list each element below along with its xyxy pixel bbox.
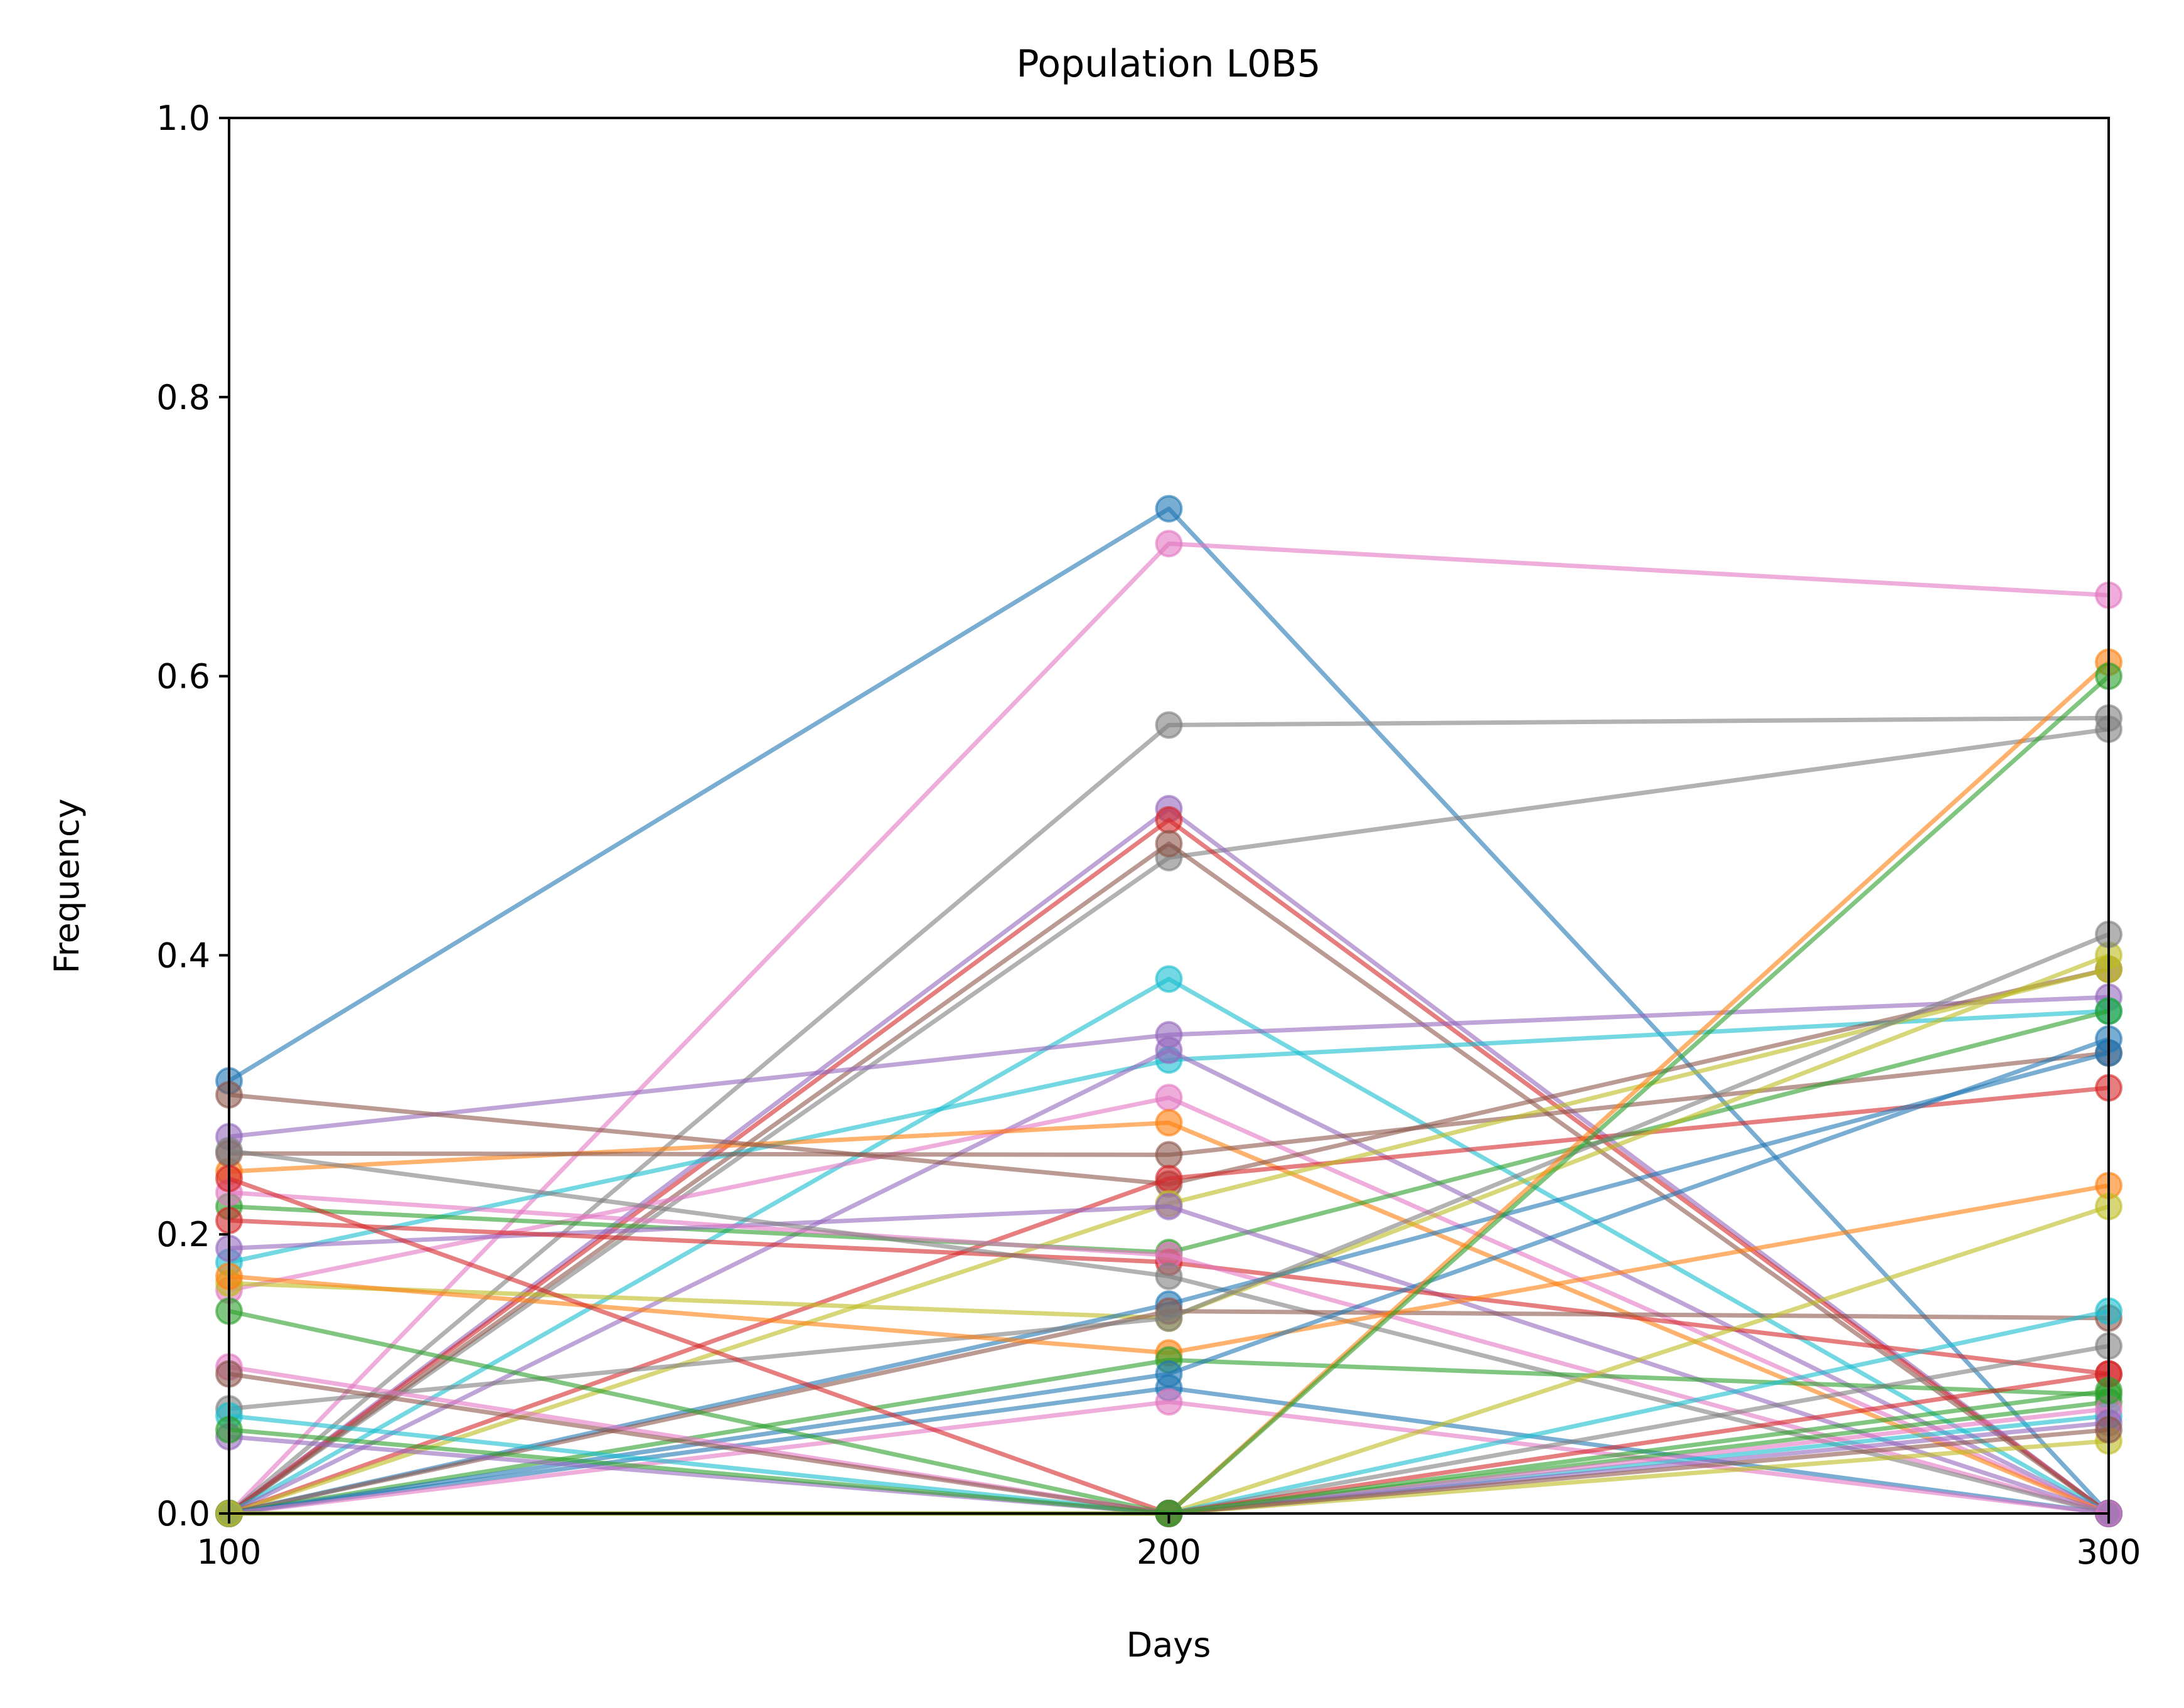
y-axis-label: Frequency	[47, 799, 87, 974]
y-tick-label: 0.8	[156, 378, 210, 417]
x-tick-label: 200	[1137, 1532, 1201, 1572]
data-point	[1155, 530, 1183, 558]
x-axis-label: Days	[1127, 1625, 1211, 1665]
y-tick-label: 0.4	[156, 936, 210, 975]
data-point	[1155, 965, 1183, 993]
y-tick-label: 0.2	[156, 1215, 210, 1254]
data-point	[1155, 1304, 1183, 1332]
x-tick-label: 100	[196, 1532, 261, 1572]
data-point	[1155, 1165, 1183, 1193]
chart-title: Population L0B5	[1016, 42, 1320, 86]
data-point	[1155, 494, 1183, 523]
data-point	[1155, 1192, 1183, 1220]
data-point	[1155, 806, 1183, 834]
y-tick-label: 0.6	[156, 657, 210, 697]
data-point	[1155, 830, 1183, 858]
data-point	[1155, 1036, 1183, 1064]
y-tick-label: 0.0	[156, 1494, 210, 1534]
axes-layer: 0.0 0.2 0.4 0.6 0.8 1.0 100 200 300	[156, 99, 2141, 1572]
data-point	[1155, 1109, 1183, 1137]
data-point	[1155, 1388, 1183, 1416]
data-point	[1155, 1084, 1183, 1112]
data-point	[1155, 1141, 1183, 1169]
series-29	[215, 1025, 2122, 1527]
y-tick-label: 1.0	[156, 99, 210, 138]
data-point	[1155, 1262, 1183, 1290]
data-point	[1155, 711, 1183, 739]
x-tick-label: 300	[2076, 1532, 2141, 1572]
series-layer	[215, 494, 2122, 1527]
